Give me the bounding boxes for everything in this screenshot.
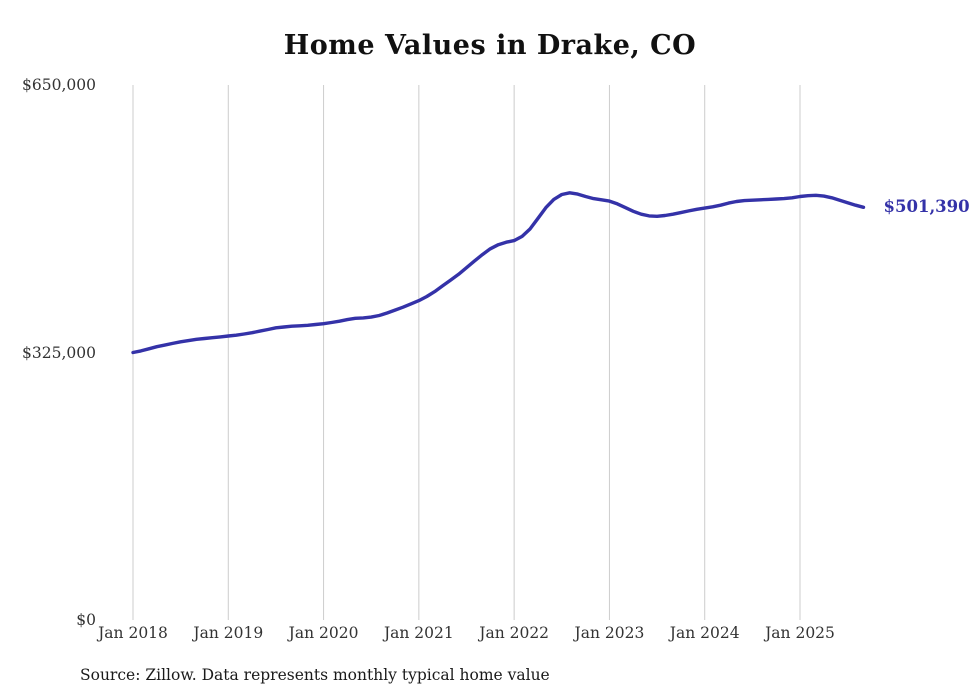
home-value-line <box>131 191 866 355</box>
source-attribution: Source: Zillow. Data represents monthly … <box>80 666 550 684</box>
y-axis-tick-label: $0 <box>76 611 96 629</box>
y-axis-tick-label: $650,000 <box>22 76 96 94</box>
x-axis-tick-label: Jan 2019 <box>193 624 264 642</box>
x-axis-tick-label: Jan 2021 <box>383 624 454 642</box>
x-axis-tick-label: Jan 2022 <box>479 624 550 642</box>
x-axis-tick-label: Jan 2023 <box>574 624 645 642</box>
chart-title: Home Values in Drake, CO <box>283 30 697 61</box>
y-axis-tick-label: $325,000 <box>22 343 96 362</box>
x-axis-tick-label: Jan 2020 <box>288 624 359 642</box>
x-axis-tick-label: Jan 2025 <box>765 624 835 642</box>
x-axis-tick-label: Jan 2018 <box>98 624 168 642</box>
end-value-label: $501,390 <box>883 197 970 217</box>
x-axis-tick-label: Jan 2024 <box>669 624 740 642</box>
